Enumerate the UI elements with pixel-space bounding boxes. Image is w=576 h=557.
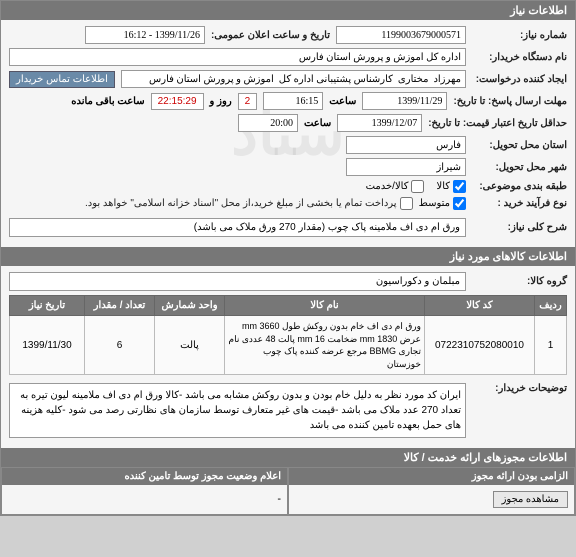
kala-checkbox-item[interactable]: کالا	[436, 180, 466, 193]
shahr-input[interactable]	[346, 158, 466, 176]
kala-checkbox[interactable]	[453, 180, 466, 193]
noe-note-checkbox[interactable]	[400, 197, 413, 210]
tozihat-label: توضیحات خریدار:	[472, 383, 567, 394]
main-container: اطلاعات نیاز ستاد شماره نیاز: تاریخ و سا…	[0, 0, 576, 516]
ostan-input[interactable]	[346, 136, 466, 154]
elaam-dash: -	[277, 493, 281, 505]
etebar-label: حداقل تاریخ اعتبار قیمت: تا تاریخ:	[428, 118, 567, 129]
noe-label: نوع فرآیند خرید :	[472, 198, 567, 209]
elaam-header: اعلام وضعیت مجوز توسط تامین کننده	[2, 468, 287, 485]
td-name: ورق ام دی اف خام بدون روکش طول 3660 mm ع…	[225, 316, 425, 375]
baghi-label: ساعت باقی مانده	[71, 96, 144, 107]
mohlat-time-input[interactable]	[263, 92, 323, 110]
dastgah-label: نام دستگاه خریدار:	[472, 52, 567, 63]
section-niaz-header: اطلاعات نیاز	[1, 1, 575, 20]
shomare-niaz-input[interactable]	[336, 26, 466, 44]
bottom-section: الزامی بودن ارائه مجوز مشاهده مجوز اعلام…	[1, 467, 575, 515]
section-majvaz-header: اطلاعات مجوزهای ارائه خدمت / کالا	[1, 448, 575, 467]
td-radif: 1	[535, 316, 567, 375]
td-date: 1399/11/30	[10, 316, 85, 375]
dastgah-input[interactable]	[9, 48, 466, 66]
tabaghe-label: طبقه بندی موضوعی:	[472, 181, 567, 192]
elzami-body: مشاهده مجوز	[289, 485, 574, 514]
elaam-body: -	[2, 485, 287, 513]
kala-table: ردیف کد کالا نام کالا واحد شمارش تعداد /…	[9, 295, 567, 375]
gorooh-input[interactable]: مبلمان و دکوراسیون	[9, 272, 466, 291]
ostan-label: استان محل تحویل:	[472, 140, 567, 151]
elzami-header: الزامی بودن ارائه مجوز	[289, 468, 574, 485]
kala-checkbox-label: کالا	[436, 181, 450, 192]
td-unit: پالت	[155, 316, 225, 375]
th-name: نام کالا	[225, 296, 425, 316]
th-radif: ردیف	[535, 296, 567, 316]
tozihat-box[interactable]: ایران کد مورد نظر به دلیل خام بودن و بدو…	[9, 383, 466, 438]
th-code: کد کالا	[425, 296, 535, 316]
ijad-label: ایجاد کننده درخواست:	[472, 74, 567, 85]
sharh-input[interactable]: ورق ام دی اف ملامینه پاک چوب (مقدار 270 …	[9, 218, 466, 237]
mohlat-label: مهلت ارسال پاسخ: تا تاریخ:	[453, 96, 567, 107]
rooz-label: روز و	[210, 96, 232, 107]
saat-label-1: ساعت	[329, 96, 356, 107]
etebar-time-input[interactable]	[238, 114, 298, 132]
noe-note: پرداخت تمام یا بخشی از مبلغ خرید،از محل …	[85, 198, 397, 209]
elzami-col: الزامی بودن ارائه مجوز مشاهده مجوز	[288, 467, 575, 515]
motavasset-checkbox[interactable]	[453, 197, 466, 210]
td-qty: 6	[85, 316, 155, 375]
shahr-label: شهر محل تحویل:	[472, 162, 567, 173]
motavasset-item[interactable]: متوسط	[419, 197, 466, 210]
table-header-row: ردیف کد کالا نام کالا واحد شمارش تعداد /…	[10, 296, 567, 316]
ijad-input[interactable]	[121, 70, 466, 88]
th-unit: واحد شمارش	[155, 296, 225, 316]
td-code: 0722310752080010	[425, 316, 535, 375]
mohlat-date-input[interactable]	[362, 92, 447, 110]
tamas-link[interactable]: اطلاعات تماس خریدار	[9, 71, 115, 88]
countdown-days: 2	[238, 93, 258, 110]
shomare-niaz-label: شماره نیاز:	[472, 30, 567, 41]
sharh-label: شرح کلی نیاز:	[472, 222, 567, 233]
view-majvaz-button[interactable]: مشاهده مجوز	[493, 491, 568, 508]
countdown-time: 22:15:29	[151, 93, 204, 110]
khedmat-checkbox[interactable]	[411, 180, 424, 193]
tarikh-elaan-input[interactable]	[85, 26, 205, 44]
saat-label-2: ساعت	[304, 118, 331, 129]
khedmat-checkbox-label: کالا/خدمت	[366, 181, 409, 192]
table-row[interactable]: 1 0722310752080010 ورق ام دی اف خام بدون…	[10, 316, 567, 375]
tarikh-elaan-label: تاریخ و ساعت اعلان عمومی:	[211, 30, 330, 41]
section-kala-header: اطلاعات کالاهای مورد نیاز	[1, 247, 575, 266]
gorooh-label: گروه کالا:	[472, 276, 567, 287]
elaam-col: اعلام وضعیت مجوز توسط تامین کننده -	[1, 467, 288, 515]
noe-note-item[interactable]: پرداخت تمام یا بخشی از مبلغ خرید،از محل …	[85, 197, 413, 210]
niaz-form: ستاد شماره نیاز: تاریخ و ساعت اعلان عموم…	[1, 20, 575, 247]
th-qty: تعداد / مقدار	[85, 296, 155, 316]
motavasset-label: متوسط	[419, 198, 450, 209]
khedmat-checkbox-item[interactable]: کالا/خدمت	[366, 180, 425, 193]
kala-form: گروه کالا: مبلمان و دکوراسیون ردیف کد کا…	[1, 266, 575, 448]
etebar-date-input[interactable]	[337, 114, 422, 132]
th-date: تاریخ نیاز	[10, 296, 85, 316]
tabaghe-group: کالا کالا/خدمت	[366, 180, 466, 193]
